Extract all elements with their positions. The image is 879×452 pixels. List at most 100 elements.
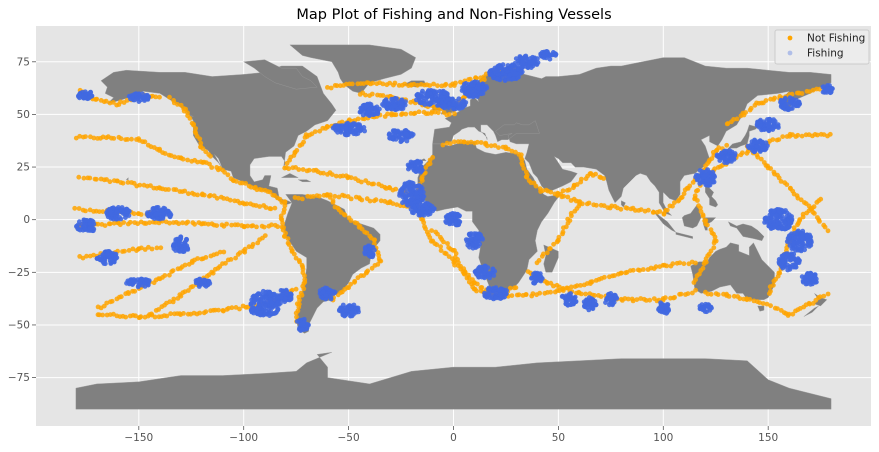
not-fishing-point	[77, 133, 83, 139]
not-fishing-point	[336, 194, 342, 200]
not-fishing-point	[711, 245, 717, 251]
not-fishing-point	[445, 241, 450, 246]
fishing-point	[456, 220, 462, 225]
fishing-point	[762, 215, 768, 221]
fishing-point	[177, 249, 183, 254]
y-tick-label: −25	[8, 267, 30, 279]
fishing-point	[494, 68, 500, 74]
fishing-point	[457, 213, 462, 219]
fishing-point	[397, 190, 403, 196]
not-fishing-point	[509, 148, 515, 154]
fishing-point	[547, 56, 553, 62]
fishing-point	[495, 76, 500, 82]
not-fishing-point	[342, 212, 348, 218]
fishing-point	[335, 129, 340, 135]
not-fishing-point	[807, 301, 812, 307]
not-fishing-point	[118, 99, 123, 105]
fishing-point	[393, 96, 399, 101]
fishing-point	[568, 302, 573, 308]
fishing-point	[94, 256, 100, 261]
not-fishing-point	[564, 285, 570, 291]
fishing-point	[77, 219, 82, 225]
not-fishing-point	[650, 210, 656, 215]
fishing-point	[82, 227, 88, 233]
not-fishing-point	[593, 171, 598, 177]
not-fishing-point	[557, 284, 562, 290]
y-tick-label: 0	[23, 214, 30, 226]
fishing-point	[414, 92, 420, 98]
land-polygon	[652, 209, 677, 233]
not-fishing-point	[402, 81, 408, 87]
legend-marker-not-fishing	[787, 35, 793, 41]
not-fishing-point	[421, 220, 427, 226]
fishing-point	[407, 186, 412, 192]
not-fishing-point	[158, 245, 164, 251]
x-tick-label: 0	[450, 432, 457, 444]
not-fishing-point	[692, 193, 698, 199]
not-fishing-point	[431, 81, 436, 87]
fishing-point	[776, 261, 782, 266]
fishing-point	[470, 242, 475, 248]
not-fishing-point	[423, 165, 428, 171]
fishing-point	[143, 277, 149, 282]
not-fishing-point	[190, 284, 196, 289]
not-fishing-point	[286, 166, 292, 172]
fishing-point	[146, 213, 151, 219]
not-fishing-point	[123, 314, 129, 320]
fishing-point	[786, 221, 792, 227]
fishing-point	[472, 92, 478, 98]
not-fishing-point	[560, 229, 566, 235]
fishing-point	[766, 117, 772, 122]
not-fishing-point	[533, 183, 539, 189]
fishing-point	[171, 242, 177, 248]
not-fishing-point	[185, 157, 191, 163]
not-fishing-point	[152, 314, 158, 320]
not-fishing-point	[296, 304, 302, 310]
not-fishing-point	[411, 81, 417, 87]
fishing-point	[373, 106, 378, 112]
not-fishing-point	[817, 294, 823, 300]
not-fishing-point	[670, 261, 676, 267]
not-fishing-point	[125, 137, 130, 142]
not-fishing-point	[182, 262, 188, 268]
not-fishing-point	[770, 137, 776, 143]
fishing-point	[279, 295, 284, 300]
not-fishing-point	[349, 81, 355, 87]
fishing-point	[320, 289, 326, 295]
fishing-point	[360, 103, 366, 109]
not-fishing-point	[102, 223, 108, 229]
not-fishing-point	[296, 167, 302, 172]
not-fishing-point	[380, 81, 386, 87]
not-fishing-point	[551, 241, 556, 247]
not-fishing-point	[114, 178, 120, 184]
fishing-point	[534, 62, 540, 67]
fishing-point	[161, 211, 167, 217]
fishing-point	[770, 127, 776, 132]
fishing-point	[559, 294, 565, 299]
x-tick-label: 150	[758, 432, 778, 444]
not-fishing-point	[696, 203, 701, 209]
not-fishing-point	[547, 246, 553, 251]
fishing-point	[437, 89, 443, 94]
not-fishing-point	[700, 265, 706, 271]
not-fishing-point	[579, 176, 584, 182]
legend-label-fishing: Fishing	[807, 48, 844, 60]
not-fishing-point	[583, 291, 588, 297]
fishing-point	[468, 82, 474, 88]
not-fishing-point	[240, 200, 246, 206]
x-axis: −150 −100 −50 0 50 100 150	[124, 426, 778, 444]
not-fishing-point	[797, 218, 802, 223]
not-fishing-point	[565, 216, 571, 222]
fishing-point	[183, 246, 189, 252]
not-fishing-point	[403, 111, 409, 117]
fishing-point	[446, 218, 452, 224]
fishing-point	[535, 270, 540, 276]
fishing-point	[444, 91, 450, 97]
fishing-point	[167, 213, 172, 218]
not-fishing-point	[817, 219, 822, 224]
not-fishing-point	[435, 231, 440, 237]
legend-label-not-fishing: Not Fishing	[807, 33, 865, 45]
fishing-point	[793, 100, 799, 106]
not-fishing-point	[95, 221, 101, 227]
not-fishing-point	[555, 288, 560, 293]
